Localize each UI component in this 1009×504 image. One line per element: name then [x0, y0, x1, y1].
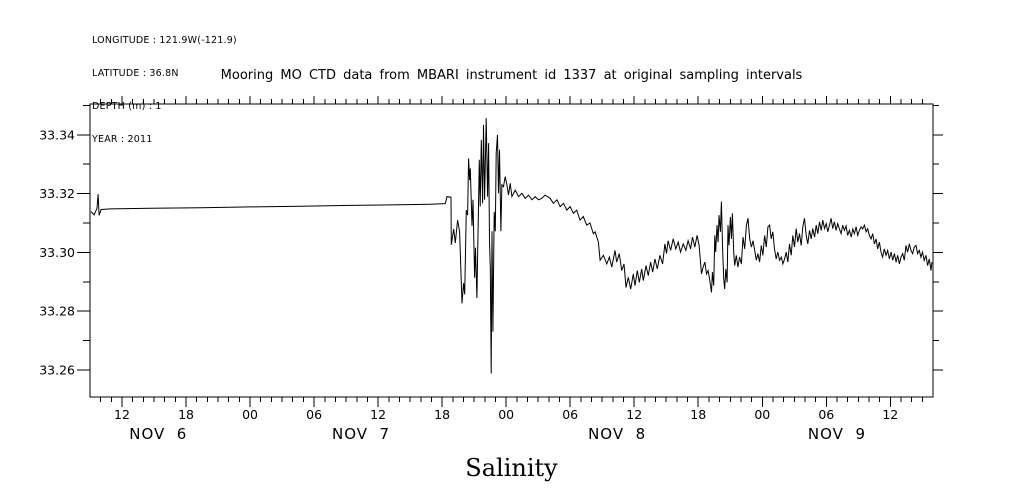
svg-text:33.32: 33.32 [39, 186, 75, 201]
svg-text:33.30: 33.30 [39, 245, 75, 260]
svg-text:06: 06 [562, 407, 578, 422]
chart-caption: Salinity [465, 454, 558, 482]
svg-text:NOV 9: NOV 9 [808, 425, 866, 443]
svg-text:00: 00 [498, 407, 514, 422]
chart-title: Mooring MO CTD data from MBARI instrumen… [220, 68, 803, 83]
x-axis-labels: 12 18 00 06 12 18 00 06 12 18 00 06 12 [114, 407, 898, 422]
svg-text:12: 12 [370, 407, 386, 422]
metadata-longitude: LONGITUDE : 121.9W(-121.9) [92, 35, 237, 46]
metadata-depth: DEPTH (m) : 1 [92, 101, 162, 112]
svg-text:18: 18 [178, 407, 194, 422]
svg-text:33.34: 33.34 [39, 127, 75, 142]
svg-text:33.26: 33.26 [39, 362, 75, 377]
plot-metadata: LONGITUDE : 121.9W(-121.9) LATITUDE : 36… [92, 13, 237, 167]
svg-text:00: 00 [754, 407, 770, 422]
svg-text:06: 06 [306, 407, 322, 422]
svg-text:NOV 7: NOV 7 [332, 425, 390, 443]
svg-text:12: 12 [882, 407, 898, 422]
svg-text:18: 18 [434, 407, 450, 422]
plot-box [89, 103, 934, 398]
data-series [90, 118, 933, 374]
svg-text:33.28: 33.28 [39, 304, 75, 319]
svg-text:NOV 8: NOV 8 [588, 425, 646, 443]
svg-text:18: 18 [690, 407, 706, 422]
y-axis-labels: 33.26 33.28 33.30 33.32 33.34 [39, 127, 75, 377]
salinity-line [90, 118, 933, 374]
svg-text:00: 00 [242, 407, 258, 422]
svg-text:12: 12 [626, 407, 642, 422]
day-labels: NOV 6 NOV 7 NOV 8 NOV 9 [129, 425, 866, 443]
plot-border [89, 103, 934, 398]
x-axis-ticks [100, 96, 923, 407]
svg-text:NOV 6: NOV 6 [129, 425, 187, 443]
svg-text:12: 12 [114, 407, 130, 422]
svg-text:06: 06 [818, 407, 834, 422]
y-axis-ticks [77, 104, 943, 371]
metadata-year: YEAR : 2011 [92, 134, 153, 145]
metadata-latitude: LATITUDE : 36.8N [92, 68, 179, 79]
